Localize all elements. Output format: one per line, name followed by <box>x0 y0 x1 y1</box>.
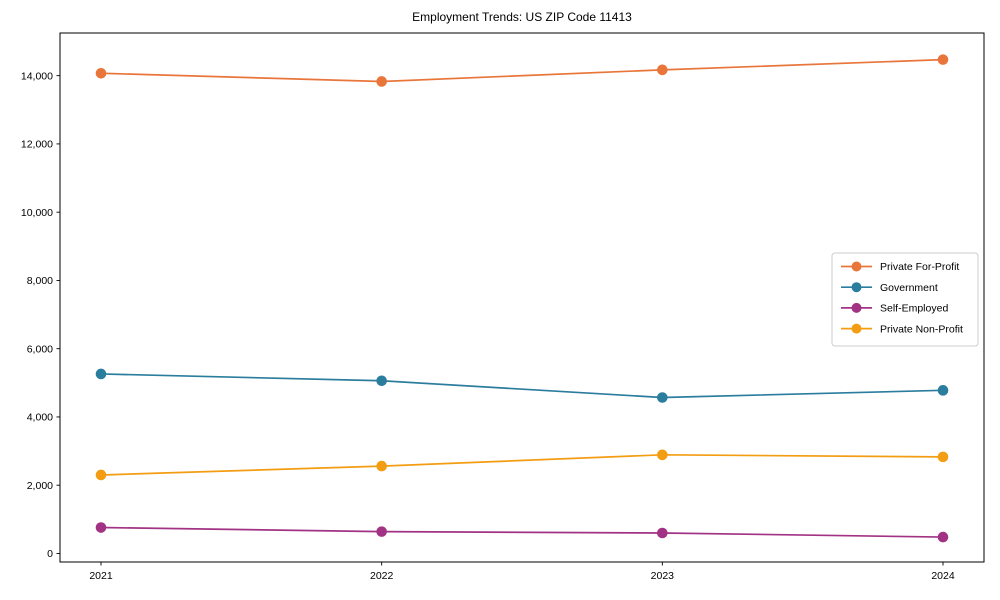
data-point <box>376 76 387 87</box>
data-point <box>937 531 949 543</box>
data-point <box>95 522 107 533</box>
y-tick-label: 4,000 <box>27 412 53 424</box>
x-tick-label: 2024 <box>931 570 955 582</box>
axes-box <box>59 32 985 563</box>
legend-label: Private Non-Profit <box>880 323 963 335</box>
data-point <box>937 54 949 65</box>
data-point <box>657 449 668 461</box>
x-tick-label: 2021 <box>89 570 113 582</box>
legend-label: Self-Employed <box>880 303 948 315</box>
y-tick-label: 2,000 <box>27 480 53 492</box>
y-tick-label: 0 <box>47 548 53 560</box>
legend-box <box>831 252 979 347</box>
x-tick-label: 2022 <box>370 570 394 582</box>
legend-marker <box>851 302 862 313</box>
data-point <box>376 375 387 387</box>
data-point <box>937 385 949 396</box>
y-tick-label: 10,000 <box>21 207 53 219</box>
chart-title: Employment Trends: US ZIP Code 11413 <box>412 10 632 24</box>
legend-marker <box>851 323 862 334</box>
data-point <box>95 469 107 481</box>
legend-marker <box>851 282 862 293</box>
data-point <box>95 67 107 79</box>
data-point <box>376 460 387 472</box>
y-tick-label: 6,000 <box>27 343 53 355</box>
data-point <box>657 527 668 539</box>
legend-marker <box>851 261 862 272</box>
legend-label: Government <box>880 282 938 294</box>
series-line <box>100 453 944 476</box>
series-line <box>100 526 944 538</box>
data-point <box>657 64 668 76</box>
series-line <box>100 58 944 83</box>
y-tick-label: 12,000 <box>21 139 53 151</box>
data-point <box>937 451 949 463</box>
data-point <box>95 368 107 380</box>
x-tick-label: 2023 <box>651 570 675 582</box>
series-line <box>100 373 944 399</box>
data-point <box>376 526 387 537</box>
data-point <box>657 392 668 403</box>
legend-label: Private For-Profit <box>880 261 959 273</box>
y-tick-label: 8,000 <box>27 275 53 287</box>
y-tick-label: 14,000 <box>21 70 53 82</box>
